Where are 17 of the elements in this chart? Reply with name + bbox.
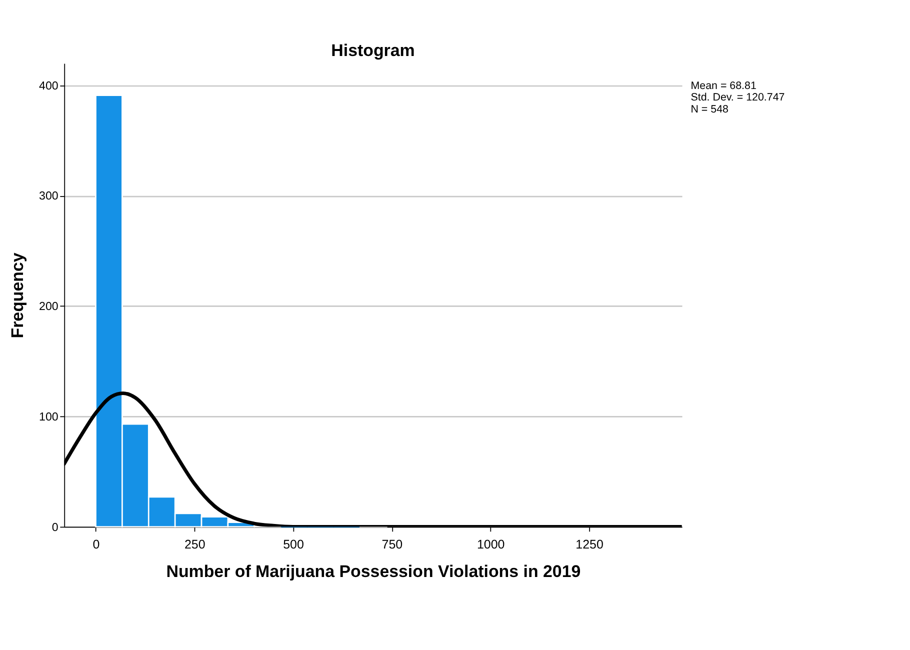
text: N = 548 [690, 103, 729, 116]
x-tick-label: 750 [382, 538, 403, 552]
text: Std. Dev. = 120.747 [690, 92, 785, 104]
y-tick-label: 0 [52, 522, 58, 534]
x-tick-label: 500 [283, 538, 304, 552]
y-tick-label: 300 [39, 190, 58, 203]
x-tick-label: 0 [92, 538, 100, 552]
x-tick-label: 1250 [576, 538, 604, 552]
chart-title: Histogram [331, 41, 415, 60]
y-axis-title: Frequency [8, 252, 28, 338]
y-tick-label: 400 [39, 80, 58, 92]
x-tick-label: 250 [184, 538, 206, 552]
y-tick-label: 100 [39, 411, 58, 424]
x-axis-title: Number of Marijuana Possession Violations in 2019 [166, 562, 581, 582]
x-tick-label: 1000 [476, 538, 505, 552]
y-tick-label: 200 [39, 301, 58, 314]
text: Mean = 68.81 [690, 80, 756, 92]
